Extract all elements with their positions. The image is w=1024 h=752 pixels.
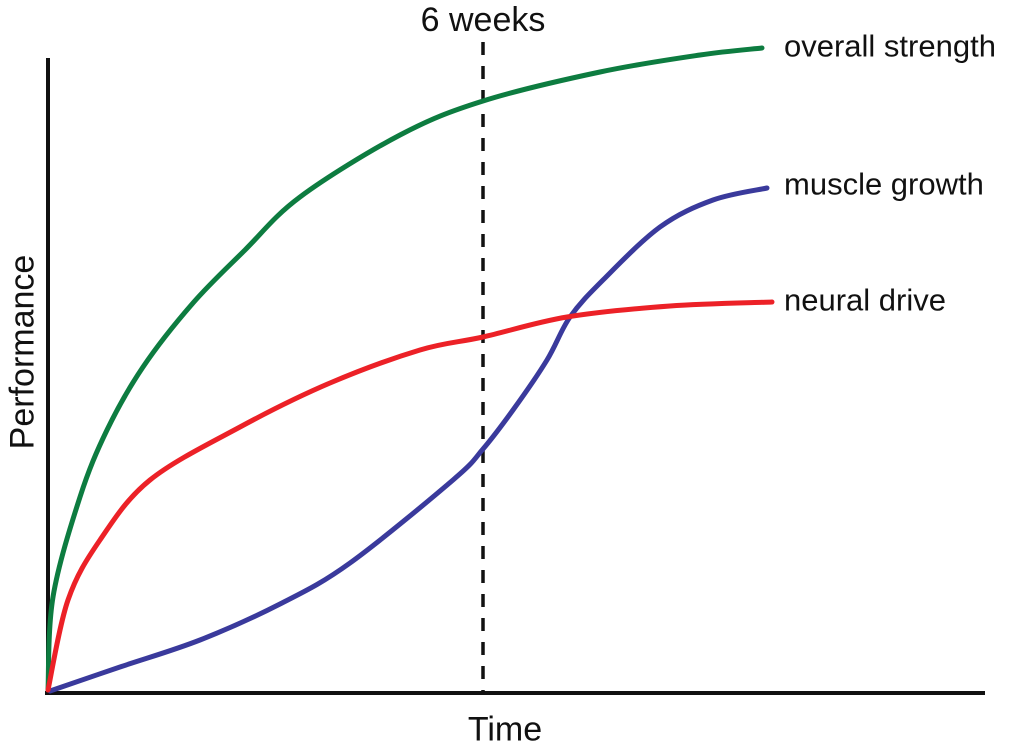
six-weeks-annotation-label: 6 weeks [420,1,546,39]
series-curves [45,45,775,694]
axes [45,58,985,695]
series-label-overall-strength: overall strength [784,28,996,64]
x-axis-label: Time [467,710,543,749]
series-label-muscle-growth: muscle growth [784,166,984,202]
series-label-neural-drive: neural drive [784,282,946,318]
y-axis-label: Performance [3,254,42,450]
